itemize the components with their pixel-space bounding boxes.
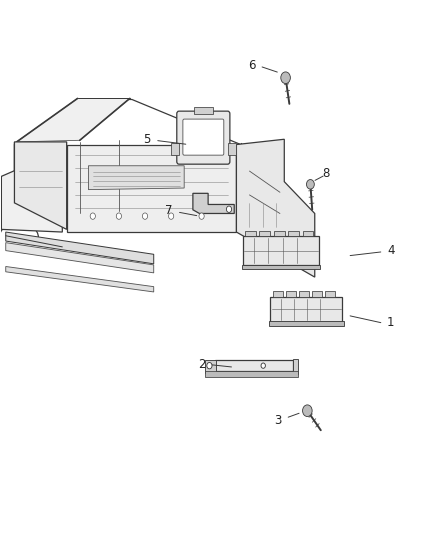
Bar	[268, 321, 344, 326]
Text: 4: 4	[387, 244, 395, 257]
Polygon shape	[14, 100, 241, 214]
Circle shape	[307, 180, 314, 189]
FancyBboxPatch shape	[183, 119, 224, 155]
FancyBboxPatch shape	[177, 111, 230, 164]
Polygon shape	[6, 243, 154, 273]
Polygon shape	[6, 232, 154, 264]
Polygon shape	[67, 144, 237, 232]
Circle shape	[226, 206, 232, 213]
Circle shape	[303, 405, 312, 417]
Text: 7: 7	[165, 204, 173, 217]
Text: 8: 8	[322, 167, 329, 180]
Circle shape	[142, 213, 148, 219]
Polygon shape	[88, 166, 184, 190]
Text: 2: 2	[198, 358, 205, 371]
Text: 3: 3	[274, 414, 282, 427]
Bar	[299, 292, 309, 297]
Circle shape	[207, 362, 212, 369]
Bar	[245, 231, 256, 236]
Bar	[303, 231, 314, 236]
Text: 1: 1	[387, 316, 395, 329]
Polygon shape	[14, 142, 67, 229]
Bar	[228, 143, 236, 155]
Bar	[293, 359, 298, 374]
Bar	[243, 236, 319, 265]
Text: 5: 5	[144, 133, 151, 146]
Circle shape	[169, 213, 174, 219]
Bar	[205, 372, 298, 377]
Bar	[171, 143, 179, 155]
Polygon shape	[17, 99, 130, 142]
Text: 6: 6	[248, 59, 255, 71]
Bar	[259, 231, 270, 236]
Circle shape	[199, 213, 204, 219]
Bar	[242, 265, 321, 269]
Bar	[325, 292, 335, 297]
Circle shape	[261, 363, 265, 368]
Bar	[312, 292, 322, 297]
Circle shape	[90, 213, 95, 219]
Bar	[288, 231, 299, 236]
Bar	[270, 297, 342, 322]
Bar	[205, 360, 216, 373]
Bar	[286, 292, 296, 297]
Polygon shape	[193, 193, 234, 214]
Bar	[194, 108, 213, 114]
Polygon shape	[6, 266, 154, 292]
Bar	[215, 360, 293, 372]
Polygon shape	[237, 139, 315, 277]
Bar	[274, 231, 285, 236]
Circle shape	[281, 72, 290, 84]
Polygon shape	[1, 150, 62, 232]
Bar	[273, 292, 283, 297]
Circle shape	[116, 213, 121, 219]
